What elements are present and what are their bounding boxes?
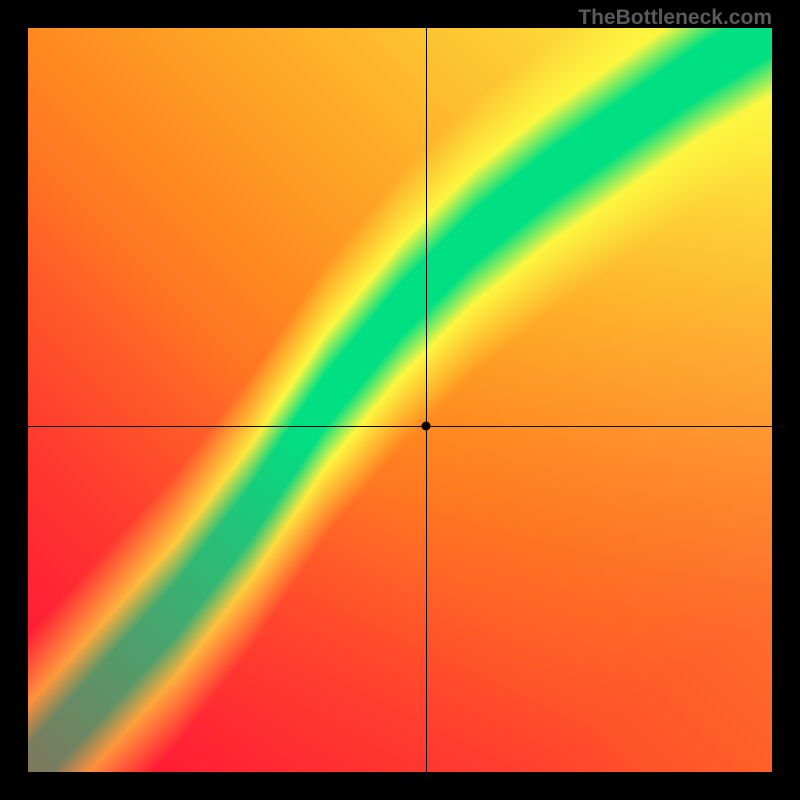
watermark-label: TheBottleneck.com	[578, 6, 772, 30]
crosshair-dot	[422, 422, 431, 431]
crosshair-vertical	[426, 28, 427, 772]
heatmap-canvas	[28, 28, 772, 772]
plot-area	[28, 28, 772, 772]
chart-container: TheBottleneck.com	[0, 0, 800, 800]
crosshair-horizontal	[28, 426, 772, 427]
